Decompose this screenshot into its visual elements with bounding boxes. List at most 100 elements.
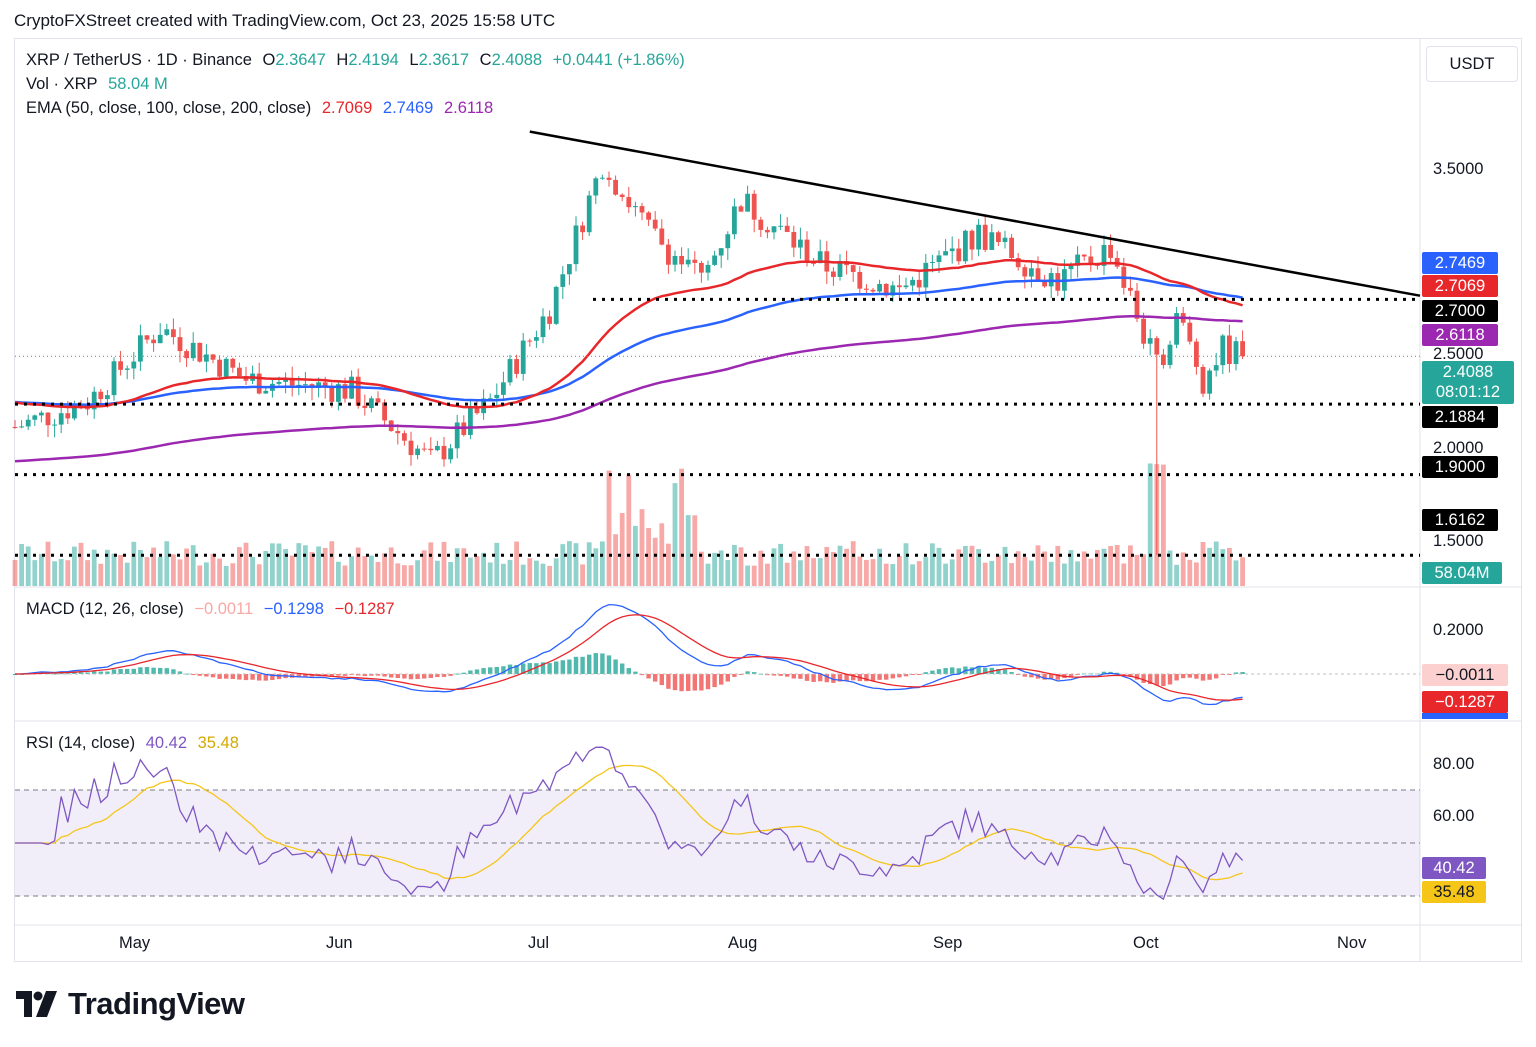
candle-body [369, 398, 374, 409]
volume-bar [771, 548, 777, 586]
candle-body [1233, 341, 1239, 364]
candle-body [474, 407, 480, 414]
macd-histogram-bar [1022, 674, 1027, 677]
volume-bar [1141, 554, 1146, 586]
candle-body [421, 448, 427, 450]
volume-bar [547, 565, 552, 586]
candle-body [1187, 322, 1193, 342]
macd-histogram-bar [92, 671, 97, 674]
volume-bar [124, 562, 130, 586]
volume-bar [210, 553, 216, 586]
x-tick-jun: Jun [326, 934, 353, 952]
volume-bar [1227, 547, 1232, 586]
macd-histogram-bar [679, 674, 684, 692]
volume-bar [85, 560, 90, 586]
macd-histogram-bar [732, 674, 737, 677]
volume-bar [138, 549, 143, 586]
volume-bar [256, 564, 262, 586]
candle-body [586, 195, 592, 233]
volume-bar [355, 547, 361, 586]
rsi-tag: 40.42 [1422, 857, 1486, 879]
ema100-value: 2.7469 [382, 99, 434, 117]
macd-histogram-bar [870, 674, 876, 682]
symbol-label[interactable]: XRP / TetherUS · 1D · Binance [26, 51, 252, 69]
price-tick: 1.5000 [1433, 532, 1484, 550]
macd-histogram-bar [771, 674, 777, 676]
rsi-label[interactable]: RSI (14, close) [26, 734, 136, 752]
volume-bar [217, 558, 222, 586]
x-tick-sep: Sep [933, 934, 963, 952]
candle-body [1088, 256, 1094, 265]
macd-histogram-bar [646, 674, 651, 679]
volume-bar [395, 563, 401, 586]
macd-histogram-bar [1068, 674, 1074, 677]
volume-bar [507, 559, 513, 586]
macd-histogram-bar [191, 674, 196, 675]
volume-bar [1075, 561, 1080, 586]
volume-bar [639, 509, 645, 586]
volume-bar [105, 549, 110, 586]
volume-bar [593, 548, 599, 586]
candle-body [45, 412, 51, 426]
volume-bar [1088, 558, 1094, 586]
volume-bar [421, 550, 427, 586]
volume-bar [98, 563, 104, 586]
volume-bar [1009, 563, 1014, 586]
volume-bar [798, 560, 803, 586]
candle-body [837, 261, 843, 277]
candle-body [771, 226, 777, 233]
volume-bar [1081, 551, 1087, 586]
macd-hist-tag: −0.0011 [1422, 664, 1508, 686]
ema-legend: EMA (50, close, 100, close, 200, close) … [26, 99, 499, 118]
volume-bar [428, 542, 434, 586]
volume-bar [19, 544, 24, 586]
candle-body [685, 259, 691, 265]
macd-histogram-bar [1128, 674, 1133, 677]
volume-bar [408, 565, 414, 586]
ema50-line [14, 258, 1243, 409]
candle-body [811, 262, 816, 264]
candle-body [897, 285, 902, 288]
ema50-price-tag: 2.7069 [1422, 275, 1498, 297]
price-legend: XRP / TetherUS · 1D · Binance O2.3647 H2… [26, 51, 691, 70]
candle-body [877, 283, 882, 292]
ema-label[interactable]: EMA (50, close, 100, close, 200, close) [26, 99, 312, 117]
tradingview-logo[interactable]: TradingView [16, 986, 245, 1022]
macd-histogram-bar [408, 674, 414, 680]
volume-bar [283, 549, 288, 586]
candle-body [870, 289, 876, 292]
macd-histogram-bar [633, 671, 638, 674]
macd-histogram-bar [263, 674, 268, 681]
volume-bar [520, 564, 526, 586]
candle-body [85, 408, 90, 410]
candle-body [131, 361, 137, 369]
macd-histogram-bar [811, 674, 816, 682]
volume-bar [864, 559, 869, 586]
macd-histogram-bar [910, 674, 915, 675]
candle-body [527, 340, 533, 342]
macd-histogram-bar [362, 674, 367, 677]
volume-bar [32, 560, 38, 586]
volume-bar [448, 562, 453, 586]
macd-histogram-bar [164, 668, 169, 674]
currency-button[interactable]: USDT [1426, 46, 1518, 82]
last-price-tag: 2.4088 08:01:12 [1422, 361, 1514, 404]
macd-label[interactable]: MACD (12, 26, close) [26, 600, 184, 618]
candle-body [402, 433, 407, 441]
volume-bar [685, 515, 691, 586]
volume-label[interactable]: Vol · XRP [26, 75, 98, 93]
volume-bar [870, 559, 876, 586]
macd-histogram-bar [243, 674, 249, 681]
candle-body [230, 358, 236, 368]
macd-histogram-bar [1141, 674, 1146, 683]
macd-histogram-bar [521, 663, 526, 674]
chart-frame [14, 38, 1522, 962]
ema200-price-tag: 2.6118 [1422, 324, 1498, 346]
volume-bar [454, 548, 460, 586]
volume-bar [250, 557, 255, 586]
macd-histogram-bar [1240, 672, 1245, 674]
volume-bar [534, 560, 539, 586]
macd-histogram-bar [719, 674, 724, 685]
volume-bar [784, 562, 790, 586]
